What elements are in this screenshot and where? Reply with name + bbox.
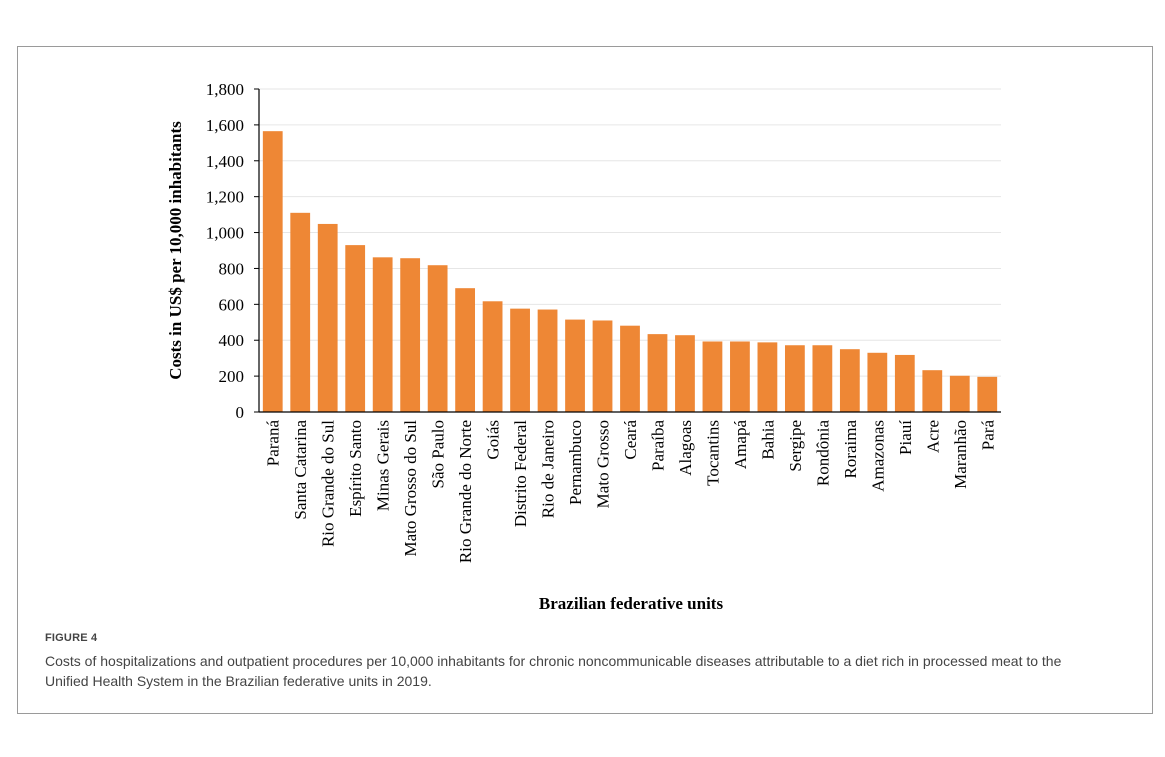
- x-tick-label: Rondônia: [813, 420, 832, 487]
- x-tick-label: Acre: [923, 420, 942, 453]
- x-tick-label: Sergipe: [786, 420, 805, 472]
- x-tick-label: Amazonas: [868, 420, 887, 492]
- x-tick-label: Rio de Janeiro: [539, 420, 558, 518]
- bar: [620, 325, 640, 412]
- bar: [922, 370, 943, 412]
- bar: [647, 334, 668, 412]
- bar: [427, 265, 448, 412]
- x-tick-label: Maranhão: [951, 420, 970, 489]
- bar: [757, 342, 778, 412]
- bar: [894, 354, 915, 412]
- figure-caption: Costs of hospitalizations and outpatient…: [45, 653, 1062, 689]
- y-tick-label: 600: [219, 295, 245, 314]
- bar-chart: 0 200 400 600 800 1,000 1,200 1,400 1,600 1,800 P…: [166, 80, 1001, 613]
- x-tick-label: Mato Grosso do Sul: [401, 420, 420, 557]
- bar: [977, 376, 998, 412]
- bar: [317, 223, 338, 412]
- x-tick-label: Ceará: [621, 420, 640, 460]
- y-tick-label: 1,000: [206, 224, 244, 243]
- bar: [262, 131, 283, 413]
- x-tick-label: Rio Grande do Sul: [319, 420, 338, 547]
- bar: [537, 309, 558, 412]
- bar: [290, 212, 311, 412]
- bars: [262, 131, 998, 413]
- x-tick-label: Tocantins: [703, 420, 722, 486]
- y-tick-label: 800: [219, 259, 245, 278]
- bar: [592, 320, 613, 412]
- bar: [455, 288, 476, 412]
- x-tick-label: Alagoas: [676, 420, 695, 476]
- x-tick-label: Piauí: [896, 420, 915, 455]
- x-tick-label: Rio Grande do Norte: [456, 420, 475, 563]
- bar: [839, 349, 860, 412]
- y-tick-label: 1,800: [206, 80, 244, 99]
- bar: [812, 345, 833, 412]
- x-tick-label: Santa Catarina: [291, 420, 310, 520]
- axes: [258, 89, 1001, 413]
- x-axis-title: Brazilian federative units: [539, 594, 724, 613]
- x-tick-label: Bahia: [758, 420, 777, 460]
- bar: [372, 257, 393, 412]
- figure-label: FIGURE 4: [45, 632, 98, 644]
- y-tick-label: 0: [236, 403, 245, 422]
- x-tick-label: Goiás: [484, 420, 503, 460]
- x-tick-label: Roraima: [841, 420, 860, 479]
- x-tick-label: Paraná: [264, 420, 283, 467]
- x-tick-label: Amapá: [731, 420, 750, 470]
- x-tick-label: Pará: [978, 420, 997, 451]
- y-tick-label: 1,200: [206, 188, 244, 207]
- bar: [784, 345, 805, 412]
- bar: [482, 301, 503, 412]
- bar: [949, 375, 970, 412]
- bar: [400, 258, 421, 412]
- bar: [565, 319, 585, 412]
- y-tick-label: 400: [219, 331, 245, 350]
- y-tick-label: 1,400: [206, 152, 244, 171]
- bar: [510, 308, 530, 412]
- bar: [730, 341, 750, 412]
- bar: [675, 335, 695, 412]
- x-tick-label: São Paulo: [429, 420, 448, 488]
- bar: [867, 352, 888, 412]
- x-tick-labels: Paraná Santa Catarina Rio Grande do Sul Esp…: [264, 420, 998, 564]
- x-tick-label: Espírito Santo: [346, 420, 365, 517]
- y-axis-title: Costs in US$ per 10,000 inhabitants: [166, 121, 185, 380]
- bar: [345, 245, 366, 412]
- x-tick-label: Paraíba: [648, 420, 667, 471]
- x-tick-label: Mato Grosso: [594, 420, 613, 508]
- y-tick-label: 1,600: [206, 116, 244, 135]
- y-tick-labels: 0 200 400 600 800 1,000 1,200 1,400 1,600 1,800: [206, 80, 259, 422]
- x-tick-label: Minas Gerais: [374, 420, 393, 511]
- y-tick-label: 200: [219, 367, 245, 386]
- x-tick-label: Distrito Federal: [511, 420, 530, 527]
- bar: [702, 341, 723, 412]
- x-tick-label: Pernambuco: [566, 420, 585, 505]
